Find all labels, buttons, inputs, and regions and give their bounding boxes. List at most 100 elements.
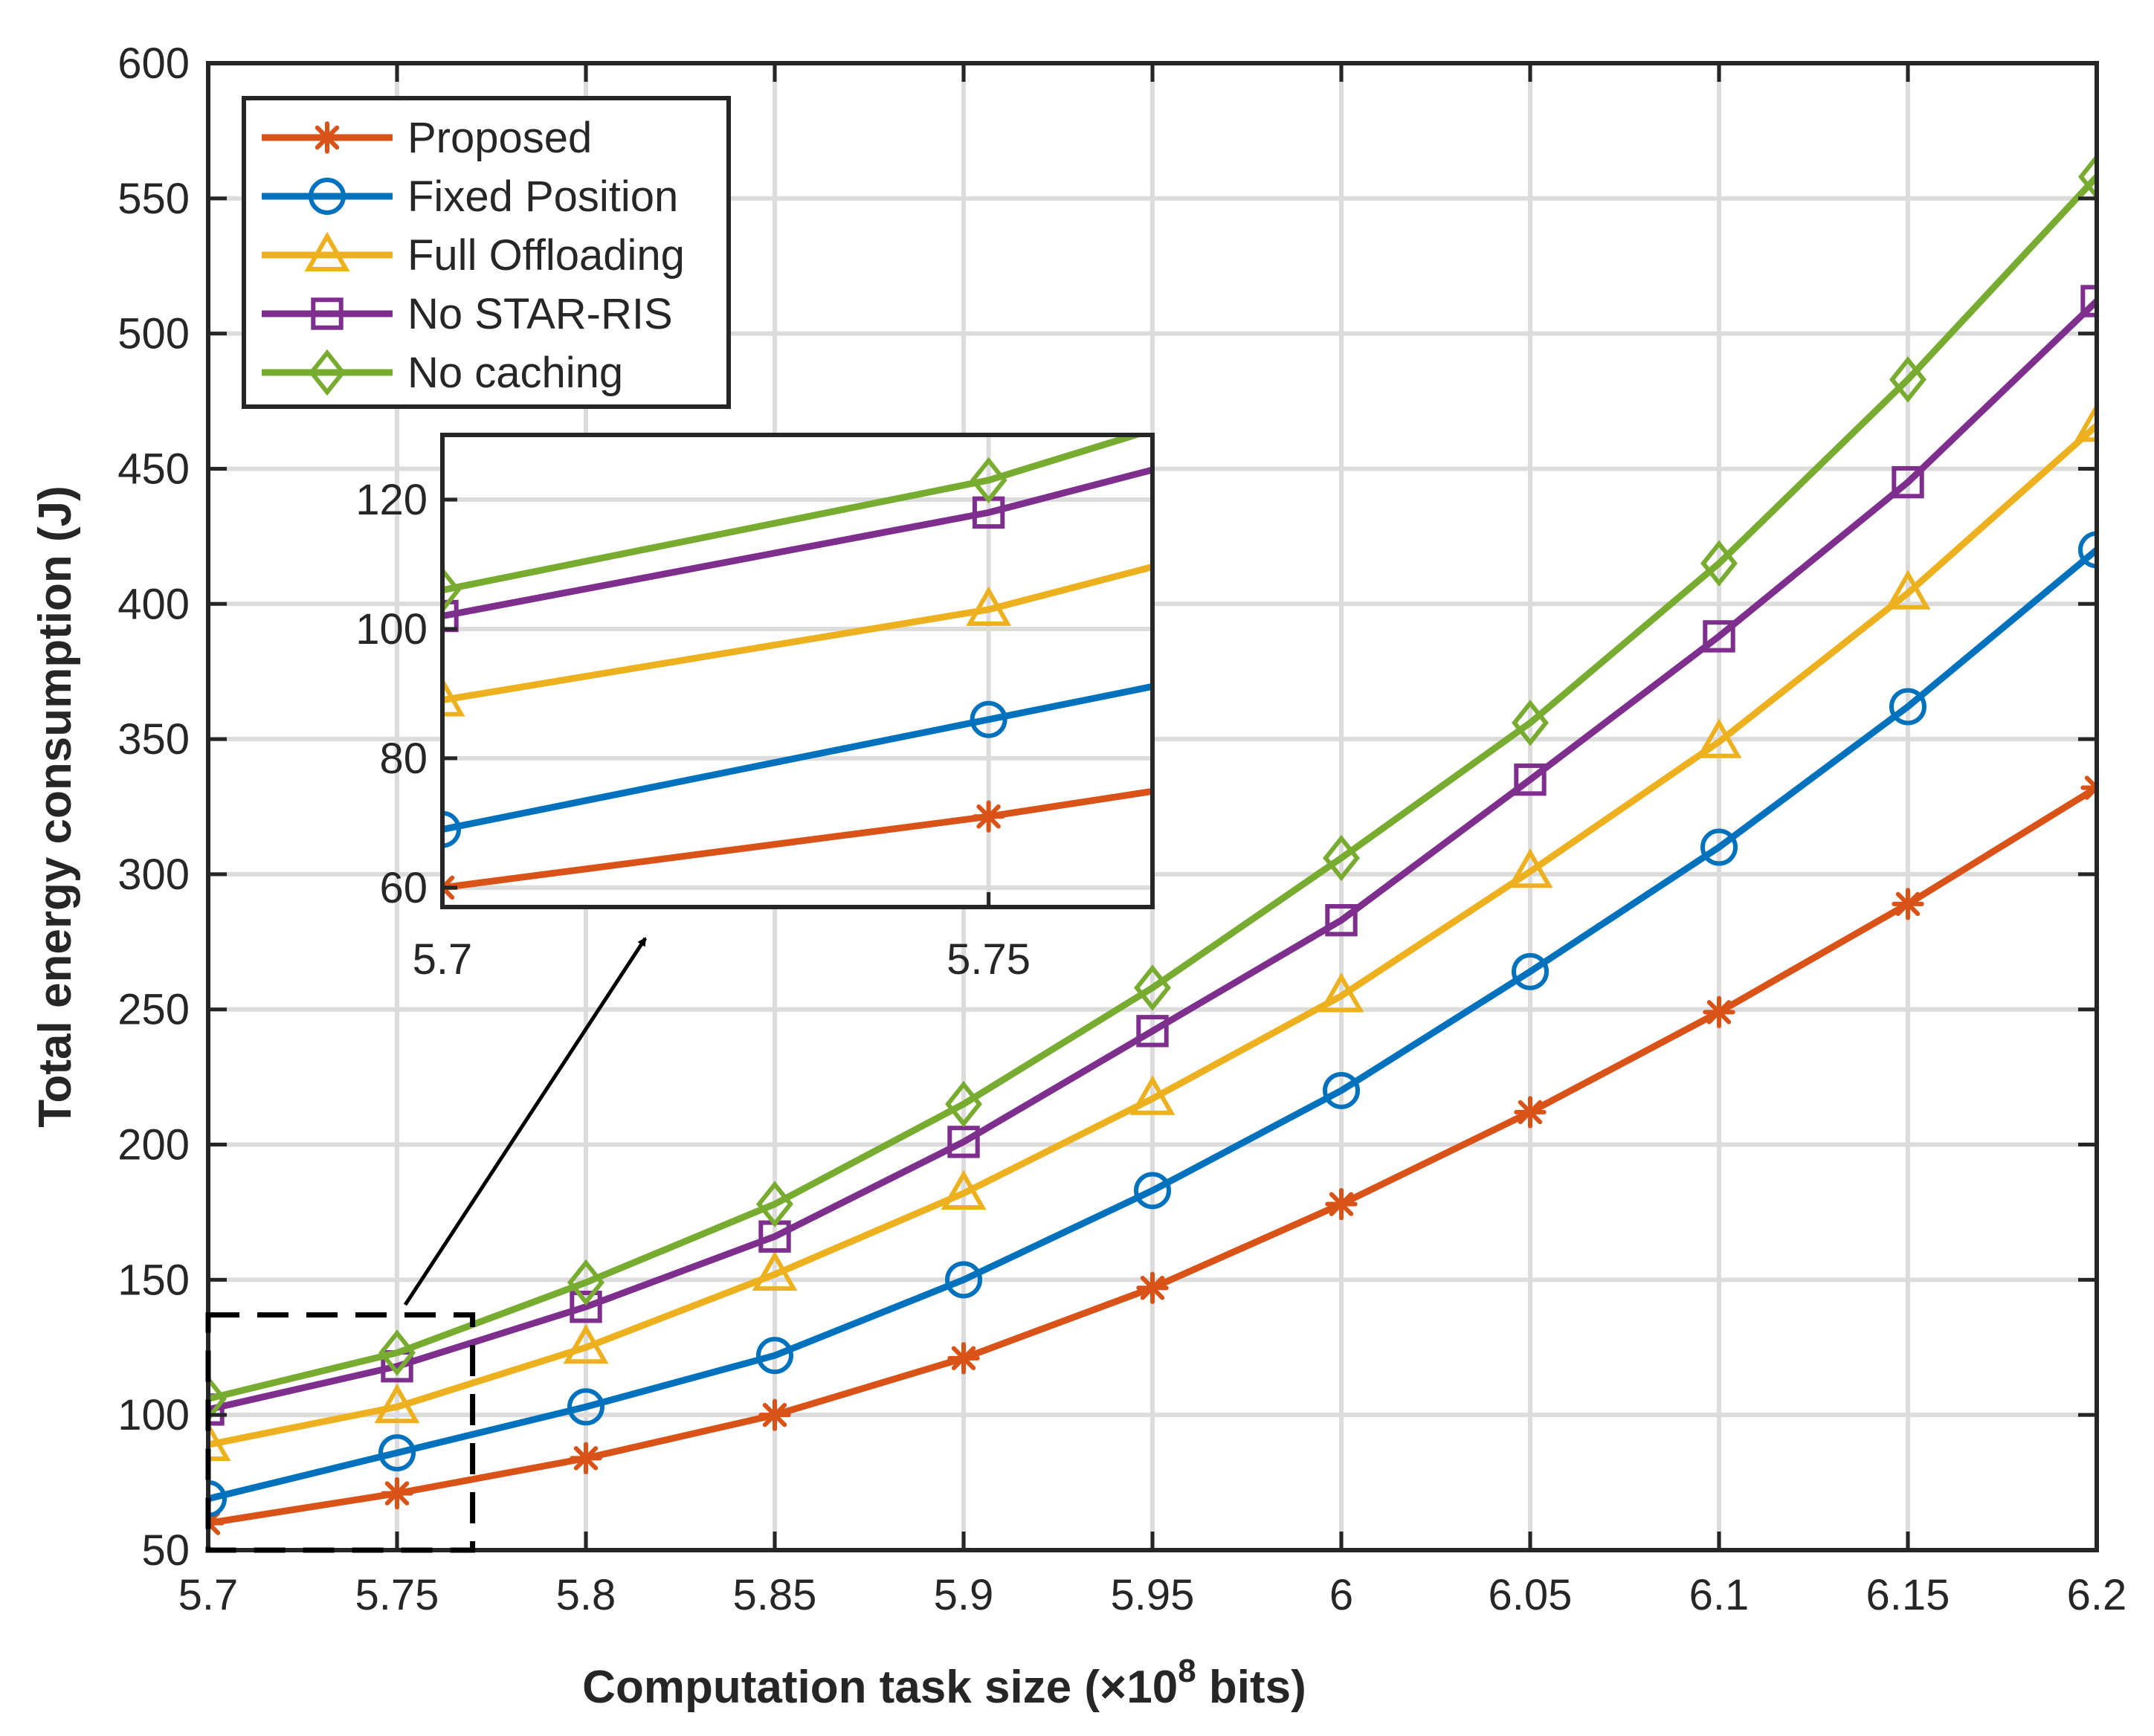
data-point-proposed [758, 1398, 791, 1431]
x-tick-label: 5.75 [355, 1571, 439, 1619]
data-point-no-caching [378, 1329, 416, 1376]
data-point-no-star-ris [1892, 465, 1924, 499]
inset-data-point-fixed-position [970, 700, 1007, 738]
data-point-fixed-position [208, 1480, 227, 1517]
data-point-no-caching [1134, 964, 1171, 1011]
data-point-full-offloading [1318, 972, 1364, 1013]
inset-data-point-proposed [972, 800, 1005, 833]
data-point-fixed-position [1323, 1071, 1360, 1109]
legend-marker-no-star-ris [311, 297, 344, 330]
inset-x-ticks: 5.7 5.75 [413, 892, 1031, 984]
data-point-full-offloading [941, 1169, 987, 1210]
legend-label: Fixed Position [407, 172, 678, 221]
y-tick-label: 250 [117, 986, 190, 1034]
x-ticks: 5.7 5.75 5.8 5.85 5.9 5.95 6 6.05 6.1 6.15 6.2 [178, 63, 2127, 1619]
data-point-fixed-position [1889, 688, 1926, 726]
legend-item-no-star-ris: No STAR-RIS [262, 290, 673, 338]
x-tick-label: 6.15 [1866, 1571, 1950, 1619]
data-point-full-offloading [1885, 569, 1931, 610]
inset-x-tick-label: 5.75 [947, 935, 1031, 984]
y-tick-label: 100 [117, 1391, 190, 1439]
data-point-full-offloading [374, 1383, 420, 1424]
inset-data-point-no-caching [442, 567, 461, 613]
series-proposed [208, 771, 2097, 1540]
data-point-full-offloading [752, 1251, 798, 1291]
data-point-no-star-ris [947, 1126, 980, 1158]
data-point-proposed [1325, 1187, 1358, 1221]
y-tick-label: 350 [117, 715, 190, 764]
x-axis-title: Computation task size (×108 bits) [582, 1653, 1306, 1713]
data-point-no-caching [945, 1080, 982, 1128]
y-tick-label: 550 [117, 175, 190, 223]
data-point-no-caching [1889, 356, 1926, 403]
data-point-proposed [1892, 888, 1924, 920]
data-point-no-caching [756, 1181, 793, 1227]
data-point-no-star-ris [1136, 1015, 1169, 1048]
y-tick-label: 300 [117, 851, 190, 899]
x-tick-label: 6.2 [2067, 1571, 2127, 1619]
data-point-no-star-ris [1325, 904, 1358, 937]
data-point-proposed [1703, 996, 1735, 1029]
series-fixed-position [208, 531, 2097, 1517]
inset-y-ticks: 60 80 100 120 [355, 476, 457, 912]
legend-marker-fixed-position [309, 178, 346, 215]
y-tick-label: 200 [117, 1121, 190, 1169]
data-point-no-caching [1323, 834, 1360, 882]
inset-frame [440, 433, 1155, 909]
data-point-fixed-position [756, 1337, 793, 1375]
data-point-fixed-position [1700, 828, 1738, 866]
data-point-no-caching [1512, 700, 1549, 746]
legend-item-proposed: Proposed [262, 114, 592, 162]
x-tick-label: 6.05 [1489, 1571, 1573, 1619]
data-point-proposed [2080, 771, 2097, 804]
y-tick-label: 500 [117, 310, 190, 358]
inset-data-point-full-offloading [966, 586, 1012, 626]
inset-series [442, 435, 1152, 904]
data-point-full-offloading [1696, 718, 1742, 758]
x-tick-label: 5.95 [1111, 1571, 1195, 1619]
data-point-proposed [947, 1342, 980, 1375]
legend-item-fixed-position: Fixed Position [262, 172, 678, 221]
inset-y-tick-label: 120 [355, 476, 428, 524]
x-tick-label: 5.85 [733, 1571, 817, 1619]
inset-background [442, 435, 1152, 907]
y-tick-label: 400 [117, 580, 190, 628]
data-point-full-offloading [1129, 1075, 1176, 1115]
inset-x-tick-label: 5.7 [413, 935, 473, 984]
data-point-proposed [1136, 1271, 1169, 1304]
data-point-no-caching [1700, 540, 1738, 587]
legend-marker-no-caching [309, 349, 346, 396]
series-no-caching [208, 153, 2097, 1422]
data-point-no-star-ris [1514, 763, 1547, 796]
legend-item-no-caching: No caching [262, 349, 623, 397]
data-point-no-star-ris [570, 1291, 602, 1323]
data-point-no-caching [2078, 153, 2097, 200]
x-tick-label: 5.9 [934, 1571, 994, 1619]
data-point-fixed-position [1512, 952, 1549, 990]
data-point-fixed-position [567, 1388, 604, 1426]
y-tick-label: 150 [117, 1256, 190, 1304]
data-point-proposed [1514, 1096, 1547, 1129]
y-tick-label: 600 [117, 39, 190, 88]
y-tick-label: 50 [141, 1526, 190, 1575]
main-series [208, 153, 2097, 1540]
data-point-fixed-position [2078, 531, 2097, 569]
data-point-no-star-ris [1703, 620, 1735, 653]
legend-label: Proposed [407, 114, 592, 162]
data-point-full-offloading [208, 1421, 231, 1462]
zoom-arrow [403, 937, 648, 1306]
inset-data-point-fixed-position [442, 810, 461, 848]
legend: Proposed Fixed Position Full Offloading No … [242, 96, 731, 409]
data-point-no-star-ris [208, 1393, 225, 1426]
legend-marker-proposed [311, 121, 344, 154]
data-point-fixed-position [378, 1434, 416, 1472]
x-tick-label: 6 [1329, 1571, 1353, 1619]
inset-data-point-no-caching [970, 456, 1007, 504]
legend-label: No STAR-RIS [407, 290, 673, 338]
data-point-no-caching [208, 1375, 227, 1422]
data-point-full-offloading [2074, 401, 2097, 442]
y-tick-label: 450 [117, 445, 190, 493]
series-line-full-offloading [208, 422, 2097, 1448]
legend-marker-full-offloading [304, 231, 350, 271]
